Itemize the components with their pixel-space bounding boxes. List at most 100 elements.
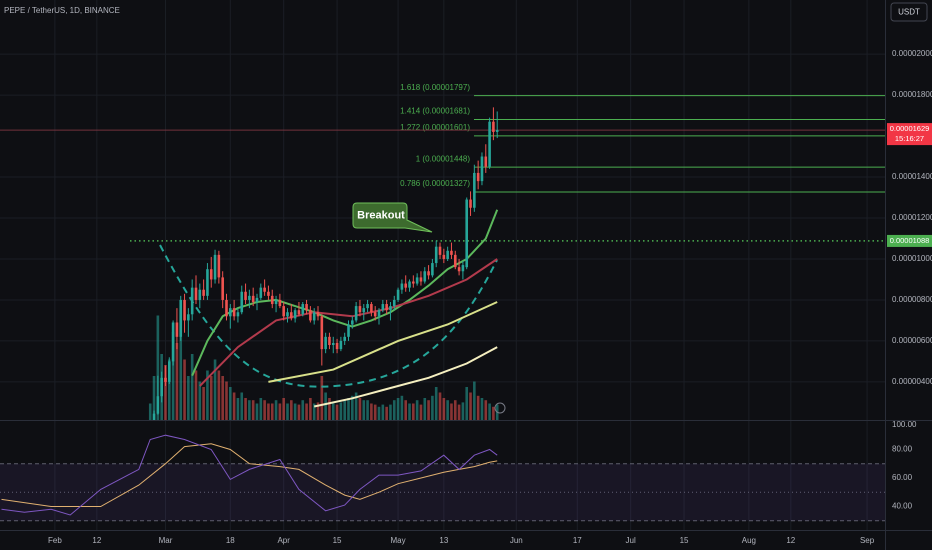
event-icon[interactable] (494, 402, 506, 414)
candle-body (267, 291, 270, 296)
candle-body (373, 312, 377, 317)
volume-bar (244, 398, 247, 420)
candle-body (251, 295, 255, 302)
x-tick-label: Jun (510, 536, 523, 545)
candle-body (328, 336, 331, 346)
volume-bar (301, 400, 305, 420)
rsi-tick-label: 80.00 (892, 445, 913, 454)
x-tick-label: 13 (439, 536, 448, 545)
volume (148, 310, 499, 420)
volume-bar (290, 400, 293, 420)
candle-body (347, 324, 350, 337)
candle-body (324, 336, 327, 350)
currency-label[interactable]: USDT (898, 8, 920, 17)
axes: Feb 12 Mar 18 Apr 15 May 13 Jun 17 Jul 15 Aug 12 Sep 0.… (48, 49, 932, 545)
volume-bar (267, 403, 270, 420)
x-tick-label: 15 (333, 536, 342, 545)
volume-bar (465, 387, 469, 420)
volume-bar (198, 381, 202, 420)
fib-label: 1.272 (0.00001601) (400, 123, 470, 132)
volume-bar (385, 406, 388, 420)
volume-bar (293, 403, 297, 420)
volume-bar (351, 395, 354, 420)
volume-bar (148, 403, 152, 420)
volume-bar (156, 315, 160, 420)
candle-body (293, 310, 297, 319)
candle-body (465, 199, 469, 268)
x-tick-label: May (391, 536, 406, 545)
candle-body (309, 310, 312, 321)
currency-button[interactable] (890, 2, 928, 22)
candle-body (366, 304, 369, 309)
breakout-callout: Breakout (352, 202, 433, 233)
x-tick-label: 12 (92, 536, 101, 545)
x-tick-label: Feb (48, 536, 62, 545)
candle-body (213, 254, 217, 280)
candle-body (221, 277, 224, 300)
fib-label: 1 (0.00001448) (416, 154, 471, 163)
volume-bar (236, 398, 240, 420)
fib-label: 0.786 (0.00001327) (400, 179, 470, 188)
volume-bar (343, 400, 346, 420)
volume-bar (476, 395, 480, 420)
volume-bar (366, 400, 369, 420)
y-tick-label: 0.00001200 (892, 213, 932, 222)
volume-bar (202, 387, 205, 420)
candle-body (419, 277, 423, 282)
volume-bar (263, 400, 266, 420)
candle-body (408, 281, 411, 288)
candle-body (167, 361, 171, 382)
candle-body (362, 308, 366, 313)
candle-body (206, 269, 209, 296)
candle-body (412, 281, 415, 284)
volume-bar (286, 403, 289, 420)
volume-bar (274, 400, 278, 420)
volume-bar (412, 403, 415, 420)
volume-bar (206, 370, 209, 420)
candle-body (175, 322, 179, 337)
candle-body (461, 265, 465, 272)
x-tick-label: Aug (742, 536, 756, 545)
candle-body (229, 308, 232, 317)
volume-bar (370, 403, 373, 420)
volume-bar (164, 365, 167, 420)
candle-body (469, 199, 472, 208)
volume-bar (354, 392, 358, 420)
candle-body (190, 287, 194, 315)
x-tick-label: Apr (277, 536, 290, 545)
candle-body (232, 308, 236, 317)
volume-bar (229, 387, 232, 420)
candle-body (385, 304, 388, 311)
volume-bar (488, 403, 491, 420)
volume-bar (347, 398, 350, 420)
volume-bar (278, 403, 282, 420)
x-tick-label: 12 (786, 536, 795, 545)
candle-body (240, 291, 244, 313)
candle-body (187, 314, 190, 321)
candle-body (400, 283, 404, 290)
volume-bar (190, 354, 194, 420)
volume-bar (469, 392, 472, 420)
rsi-band-fill (0, 463, 885, 521)
candle-body (492, 121, 495, 132)
candle-body (331, 342, 335, 346)
rsi-tick-label: 40.00 (892, 502, 913, 511)
volume-bar (377, 406, 381, 420)
candle-body (183, 299, 186, 321)
countdown-label: 15:16:27 (895, 134, 924, 143)
candle-body (457, 267, 461, 272)
fib-label: 1.618 (0.00001797) (400, 83, 470, 92)
candle-body (335, 342, 339, 350)
volume-bar (297, 404, 301, 420)
candle-body (358, 306, 362, 313)
volume-bar (339, 402, 343, 420)
candle-body (236, 312, 240, 317)
candle-body (255, 297, 259, 302)
last-price-box (887, 123, 932, 146)
candle-body (164, 377, 167, 382)
volume-bar (335, 404, 339, 420)
candle-body (179, 299, 183, 337)
candle-body (209, 269, 213, 280)
callout-text: Breakout (357, 209, 405, 221)
